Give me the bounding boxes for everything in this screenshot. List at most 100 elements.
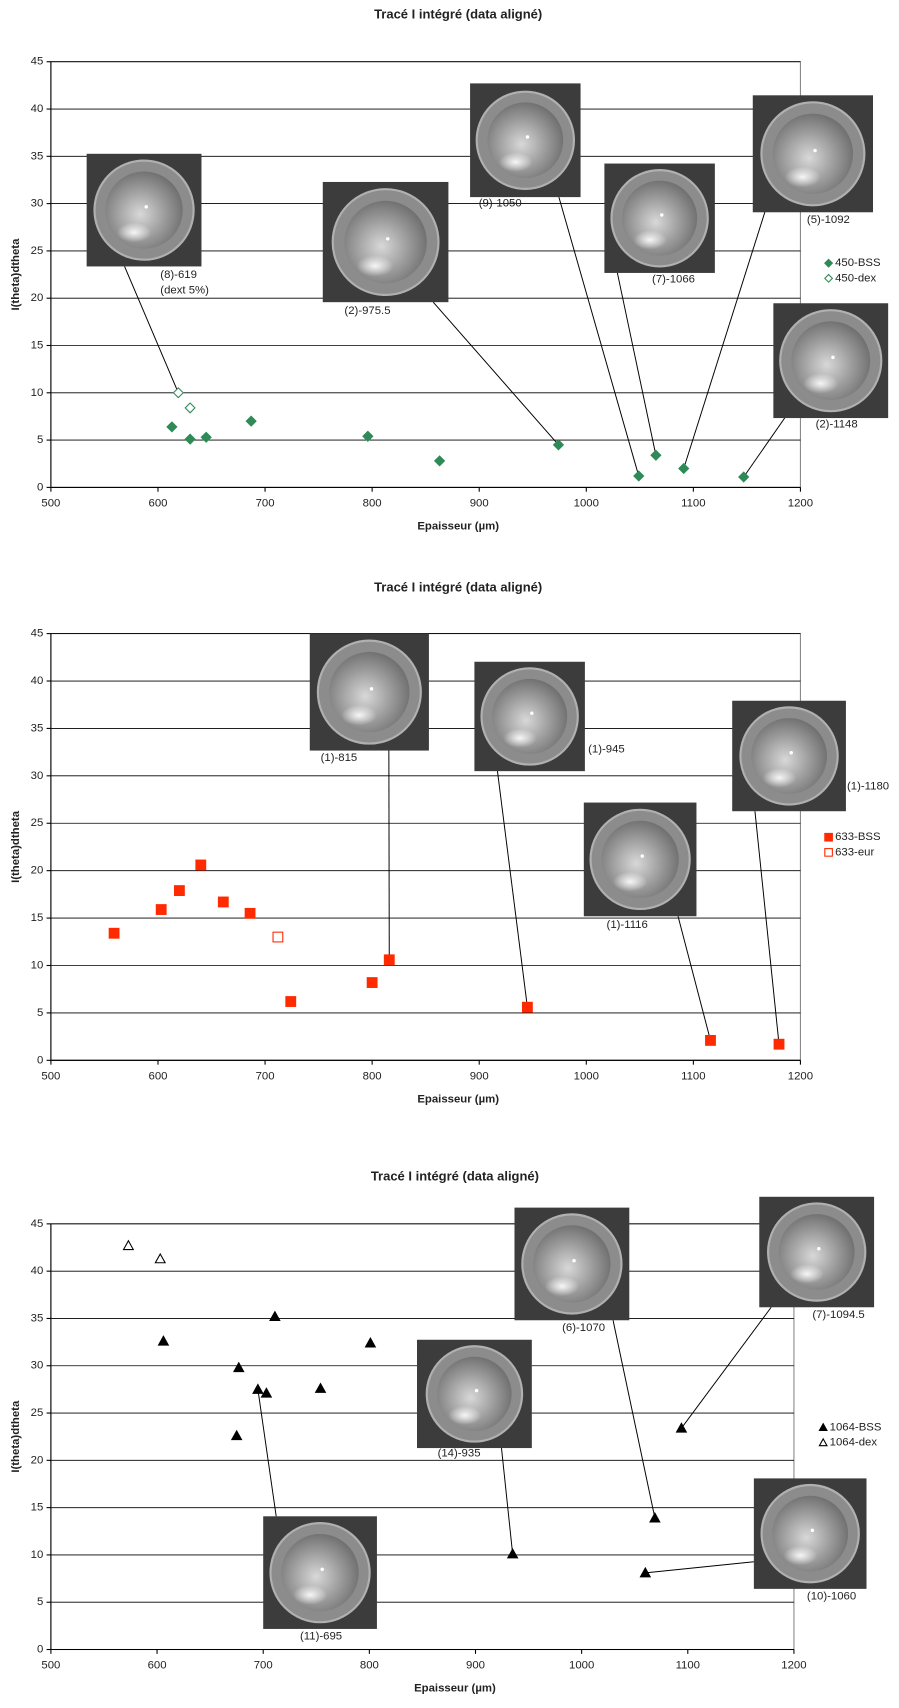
point (154, 1252, 167, 1264)
photo-spot (660, 213, 664, 217)
legend-label: 1064-BSS (830, 1421, 882, 1433)
x-tick-label: 500 (41, 1660, 60, 1672)
x-tick-label: 700 (254, 1660, 273, 1672)
x-tick-label: 1200 (788, 1071, 813, 1083)
point (285, 996, 297, 1007)
point (173, 885, 185, 896)
point (269, 1310, 281, 1322)
x-tick-label: 1000 (574, 498, 599, 510)
leader-line (495, 760, 528, 1008)
x-axis-label: Epaisseur (µm) (417, 1093, 499, 1105)
annotation: (1)-1116 (607, 919, 648, 931)
x-tick-label: 500 (41, 498, 60, 510)
y-tick-label: 45 (31, 1218, 44, 1230)
y-tick-label: 45 (31, 56, 44, 68)
y-tick-label: 35 (31, 150, 44, 162)
leader-line (257, 1389, 277, 1517)
y-tick-label: 0 (37, 481, 43, 493)
point (195, 859, 207, 871)
leader-line (501, 1448, 514, 1555)
point (184, 402, 196, 414)
x-tick-label: 600 (149, 498, 168, 510)
y-tick-label: 25 (31, 245, 44, 257)
y-tick-label: 15 (31, 912, 44, 924)
point (506, 1547, 519, 1559)
x-tick-label: 900 (470, 1071, 489, 1083)
leader-line (681, 1306, 772, 1429)
y-tick-label: 30 (31, 198, 44, 210)
leader-line (616, 272, 657, 456)
photo-glare (448, 1405, 482, 1425)
x-tick-label: 700 (256, 1071, 275, 1083)
point (649, 1512, 661, 1523)
point (108, 927, 120, 939)
point (675, 1422, 688, 1433)
annotation: (14)-935 (438, 1447, 481, 1459)
annotation: (1)-1180 (847, 780, 889, 792)
y-tick-label: 25 (31, 1407, 44, 1419)
x-axis-label: Epaisseur (µm) (417, 520, 499, 532)
y-tick-label: 10 (31, 959, 44, 971)
legend-label: 633-BSS (835, 831, 881, 843)
x-tick-label: 500 (41, 1071, 60, 1083)
annotation: (2)-1148 (816, 419, 858, 431)
chart-title: Tracé I intégré (data aligné) (374, 580, 542, 595)
photo-spot (817, 1247, 821, 1251)
photo-glare (498, 152, 533, 172)
photo-glare (784, 166, 821, 188)
point (633, 470, 645, 482)
y-tick-label: 35 (31, 1312, 44, 1324)
y-tick-label: 5 (37, 1596, 43, 1608)
photo-glare (292, 1585, 328, 1605)
photo-spot (320, 1567, 324, 1572)
point (705, 1034, 716, 1046)
legend-label: 450-dex (835, 272, 876, 284)
legend-label: 1064-dex (830, 1437, 878, 1449)
photo-spot (369, 687, 374, 691)
leader-line (645, 1561, 754, 1574)
x-tick-label: 800 (363, 1071, 382, 1083)
legend-marker (824, 258, 834, 268)
chart-title: Tracé I intégré (data aligné) (374, 7, 542, 22)
leader-line (124, 266, 179, 393)
leader-line (743, 409, 792, 478)
point (272, 931, 284, 943)
point (364, 1337, 377, 1348)
point (552, 439, 565, 451)
y-tick-label: 5 (37, 1007, 43, 1019)
annotation: (10)-1060 (807, 1590, 856, 1602)
legend-label: 633-eur (835, 846, 874, 858)
y-tick-label: 5 (37, 434, 43, 446)
photo-glare (789, 1264, 824, 1284)
legend-marker (818, 1437, 828, 1447)
x-tick-label: 1000 (574, 1071, 599, 1083)
point (678, 462, 690, 475)
leader-line (754, 811, 780, 1045)
photo-spot (813, 148, 817, 153)
point (230, 1429, 243, 1441)
legend-marker (824, 848, 833, 857)
legend-marker (824, 273, 834, 283)
photo-glare (783, 1545, 818, 1566)
leader-line (677, 916, 711, 1041)
point (521, 1001, 533, 1013)
point (773, 1038, 785, 1050)
point (433, 455, 446, 467)
photo-spot (474, 1388, 479, 1393)
y-tick-label: 20 (31, 865, 44, 877)
y-tick-label: 0 (37, 1644, 43, 1656)
photo-glare (633, 230, 667, 250)
annotation: (11)-695 (300, 1631, 342, 1643)
annotation: (7)-1066 (652, 273, 695, 285)
photo-glare (802, 373, 839, 394)
chart-title: Tracé I intégré (data aligné) (371, 1169, 539, 1184)
annotation: (6)-1070 (562, 1322, 605, 1334)
point (366, 977, 378, 988)
y-tick-label: 25 (31, 817, 44, 829)
point (217, 896, 229, 908)
x-tick-label: 800 (360, 1660, 379, 1672)
y-axis-label: I(theta)dtheta (10, 238, 22, 311)
photo-spot (810, 1528, 815, 1533)
